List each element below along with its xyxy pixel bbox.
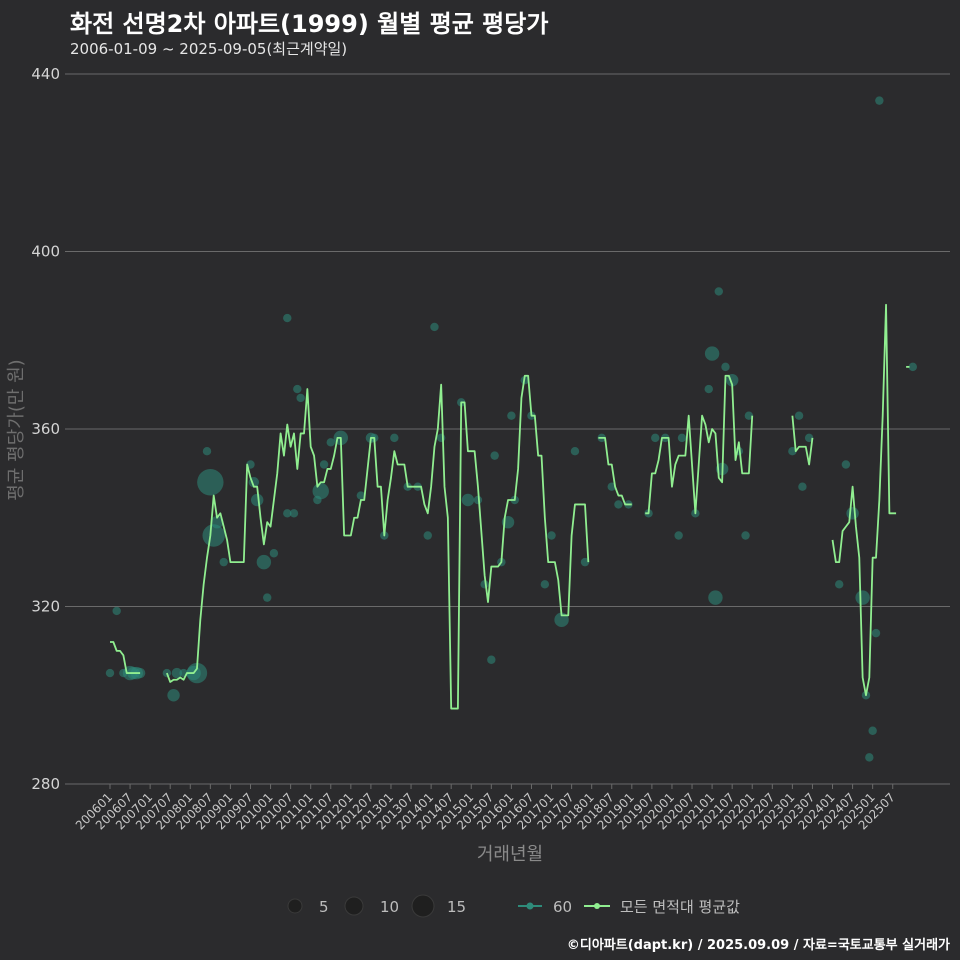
x-axis-ticks: 2006012006072007012007072008012008072009… [73, 784, 898, 833]
point-60-26 [289, 509, 299, 518]
point-60-31 [319, 460, 329, 469]
point-60-24 [283, 313, 292, 323]
y-axis-label: 평균 평당가(만 원) [6, 359, 27, 500]
legend: 5 10 15 60 모든 면적대 평균값 [287, 894, 740, 918]
point-60-76 [721, 362, 730, 372]
point-60-91 [868, 726, 877, 735]
y-tick-label-320: 320 [31, 598, 60, 616]
point-60-71 [704, 384, 713, 394]
point-60-81 [788, 446, 797, 456]
x-axis-label: 거래년월 [477, 844, 543, 865]
point-60-66 [651, 433, 660, 443]
point-60-23 [269, 549, 279, 558]
y-tick-label-400: 400 [31, 243, 60, 261]
point-60-83 [798, 482, 807, 491]
point-60-49 [490, 451, 499, 460]
legend-series-60-marker [526, 902, 534, 910]
point-60-86 [841, 460, 851, 469]
y-tick-label-360: 360 [31, 420, 60, 438]
point-60-82 [794, 411, 804, 420]
point-60-63 [614, 500, 623, 509]
point-60-1 [112, 606, 121, 616]
point-60-6 [134, 667, 146, 679]
point-60-60 [580, 557, 590, 567]
point-60-56 [540, 580, 550, 589]
point-60-14 [197, 469, 224, 496]
point-60-13 [202, 446, 212, 456]
average-line-segment-1 [166, 374, 590, 710]
grid-lines [65, 73, 950, 785]
point-60-28 [296, 393, 305, 403]
y-axis-ticks: 280 320 360 400 440 [31, 65, 60, 793]
average-line-segment-4 [791, 415, 814, 466]
point-60-8 [167, 689, 180, 702]
point-60-93 [875, 96, 884, 105]
point-60-80 [744, 411, 754, 420]
point-60-16 [210, 515, 224, 529]
point-60-9 [171, 667, 183, 679]
point-60-46 [473, 495, 483, 505]
point-60-21 [256, 554, 272, 570]
point-60-69 [677, 433, 687, 443]
point-60-0 [105, 668, 115, 678]
average-line-segment-3 [645, 374, 754, 515]
point-60-88 [855, 590, 870, 605]
legend-size-10-label: 10 [380, 898, 399, 916]
point-60-27 [293, 384, 302, 394]
point-60-30 [312, 482, 329, 500]
point-60-62 [607, 482, 616, 491]
point-60-32 [326, 438, 335, 447]
legend-size-15-label: 15 [447, 898, 466, 916]
point-60-34 [356, 491, 366, 500]
point-60-94 [908, 362, 917, 372]
chart-subtitle: 2006-01-09 ~ 2025-09-05(최근계약일) [70, 40, 348, 58]
point-60-15 [202, 524, 225, 547]
point-60-45 [461, 493, 475, 507]
legend-size-15-marker [411, 894, 435, 918]
point-60-52 [507, 411, 516, 420]
point-60-38 [390, 433, 399, 443]
point-60-74 [708, 590, 723, 605]
point-60-90 [865, 753, 874, 762]
average-line-segment-5 [831, 303, 897, 697]
point-60-84 [804, 433, 814, 443]
legend-size-5-label: 5 [319, 898, 329, 916]
point-60-41 [423, 531, 432, 540]
point-60-79 [741, 531, 750, 540]
point-60-48 [487, 655, 496, 664]
point-60-59 [570, 446, 580, 456]
point-60-92 [871, 628, 881, 638]
legend-series-60-label: 60 [553, 898, 572, 916]
series-line-average [110, 303, 910, 710]
y-tick-label-280: 280 [31, 775, 60, 793]
average-line-segment-2 [598, 436, 632, 506]
point-60-20 [250, 493, 264, 507]
point-60-17 [219, 557, 228, 567]
point-60-68 [674, 531, 683, 540]
point-60-42 [430, 322, 439, 332]
point-60-57 [547, 531, 556, 540]
point-60-72 [704, 346, 720, 361]
legend-average-marker [594, 903, 600, 909]
point-60-12 [186, 662, 208, 684]
legend-average-label: 모든 면적대 평균값 [620, 898, 740, 916]
point-60-22 [263, 593, 272, 602]
point-60-87 [846, 507, 859, 520]
point-60-85 [835, 580, 844, 589]
legend-size-10-marker [344, 896, 364, 916]
y-tick-label-440: 440 [31, 65, 60, 83]
point-60-25 [283, 509, 292, 518]
chart-title: 화전 선명2차 아파트(1999) 월별 평균 평당가 [70, 10, 549, 38]
source-footer: ©디아파트(dapt.kr) / 2025.09.09 / 자료=국토교통부 실… [566, 938, 950, 953]
legend-size-5-marker [287, 898, 303, 914]
average-line-segment-0 [110, 641, 141, 674]
point-60-43 [436, 433, 446, 443]
point-60-73 [714, 287, 723, 296]
